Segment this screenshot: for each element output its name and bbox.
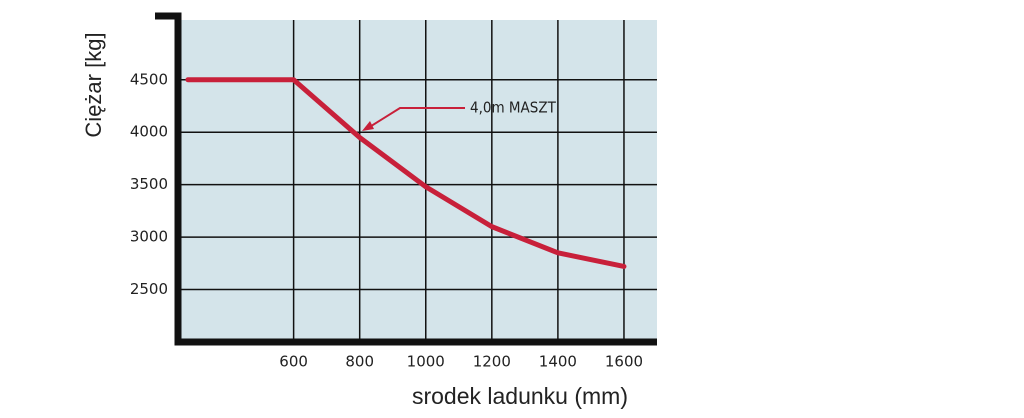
y-tick-label: 4500 — [130, 70, 168, 88]
x-tick-label: 1000 — [407, 353, 445, 371]
y-tick-label: 3000 — [130, 228, 168, 246]
y-axis-label: Ciężar [kg] — [81, 32, 106, 137]
axes — [155, 12, 657, 346]
x-tick-label: 1600 — [605, 353, 643, 371]
y-tick-label: 3500 — [130, 175, 168, 193]
x-tick-label: 1400 — [539, 353, 577, 371]
data-line — [185, 77, 627, 269]
annotation-arrow — [367, 107, 465, 129]
grid — [178, 20, 657, 342]
x-tick-label: 800 — [345, 353, 374, 371]
y-tick-label: 4000 — [130, 123, 168, 141]
x-tick-label: 1200 — [473, 353, 511, 371]
x-axis-label: srodek ladunku (mm) — [412, 383, 628, 409]
x-tick-label: 600 — [279, 353, 308, 371]
annotation-arrowhead — [362, 121, 374, 131]
y-tick-label: 2500 — [130, 280, 168, 298]
annotation: 4,0m MASZT — [470, 99, 557, 117]
